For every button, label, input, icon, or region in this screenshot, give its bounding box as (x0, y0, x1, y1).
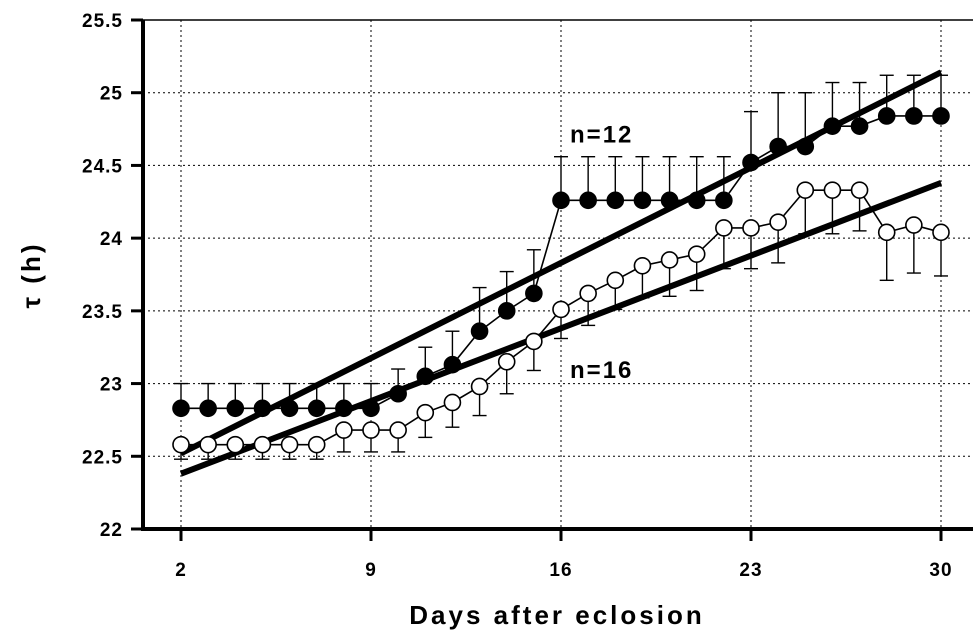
data-point-open (579, 284, 597, 303)
y-tick-label: 23 (100, 375, 123, 396)
data-point-filled (715, 191, 733, 210)
data-point-open (905, 216, 923, 234)
data-point-open (660, 251, 679, 269)
data-point-filled (226, 399, 245, 418)
text-layer: 22 22.5 23 23.5 24 24.5 25 25.5 2 9 16 23 30 Days aft… (16, 11, 952, 630)
data-point-open (525, 332, 543, 351)
data-point-open (470, 377, 489, 396)
data-point-open (742, 219, 760, 237)
x-tick-label: 16 (549, 560, 572, 581)
y-tick-label: 22 (100, 520, 123, 541)
data-point-open (687, 245, 706, 263)
y-tick-label: 22.5 (82, 447, 123, 468)
data-point-filled (497, 302, 516, 320)
x-tick-label: 2 (175, 560, 187, 581)
data-point-filled (850, 117, 869, 135)
data-point-open (877, 223, 896, 242)
y-tick-label: 24.5 (82, 156, 123, 177)
data-point-filled (606, 191, 625, 210)
data-point-open (172, 435, 190, 454)
grid-layer (143, 20, 973, 529)
data-point-filled (905, 107, 923, 125)
data-point-filled (823, 117, 842, 135)
data-point-filled (796, 137, 815, 156)
data-point-filled (660, 191, 679, 210)
data-point-filled (253, 399, 272, 418)
trend-line (179, 69, 943, 457)
x-tick-label: 23 (739, 560, 762, 581)
y-tick-label: 25 (100, 84, 123, 105)
data-point-filled (769, 137, 787, 156)
data-point-open (307, 435, 326, 454)
data-point-open (769, 213, 787, 231)
x-tick-label: 9 (365, 560, 377, 581)
y-axis-title: τ (h) (16, 241, 46, 308)
data-point-open (932, 223, 950, 242)
data-point-filled (579, 191, 597, 210)
data-point-filled (633, 191, 652, 210)
data-point-filled (416, 367, 435, 386)
data-point-filled (877, 107, 896, 125)
data-point-filled (742, 153, 760, 172)
data-point-open (226, 435, 245, 454)
data-point-open (280, 435, 299, 454)
data-point-open (606, 271, 625, 290)
data-point-filled (307, 399, 326, 418)
data-point-filled (552, 191, 570, 210)
x-tick-label: 30 (929, 560, 952, 581)
data-point-filled (335, 399, 353, 418)
data-point-filled (443, 355, 462, 374)
data-point-open (253, 435, 272, 454)
data-point-filled (687, 191, 706, 210)
data-point-open (443, 393, 462, 412)
data-point-open (715, 219, 733, 237)
x-axis-title: Days after eclosion (409, 600, 704, 630)
data-point-open (633, 256, 652, 275)
data-point-open (362, 421, 380, 439)
annotation-label: n=16 (570, 357, 633, 384)
data-point-filled (470, 322, 489, 341)
data-point-open (823, 181, 842, 199)
data-point-open (850, 181, 869, 199)
data-point-filled (362, 399, 380, 418)
series-layer (172, 74, 950, 460)
axis-layer (131, 18, 973, 541)
data-point-open (796, 181, 815, 199)
data-point-filled (932, 107, 950, 125)
data-point-open (389, 421, 407, 439)
data-point-open (552, 300, 570, 319)
data-point-open (497, 352, 516, 371)
data-point-filled (199, 399, 217, 418)
data-point-open (199, 435, 217, 454)
data-point-filled (280, 399, 299, 418)
data-point-filled (525, 284, 543, 303)
annotation-label: n=12 (570, 121, 633, 148)
data-point-open (416, 403, 435, 422)
data-point-filled (172, 399, 190, 418)
y-tick-label: 23.5 (82, 302, 123, 323)
y-tick-label: 24 (100, 229, 123, 250)
y-tick-label: 25.5 (82, 11, 123, 32)
data-point-filled (389, 384, 407, 403)
data-point-open (335, 421, 353, 439)
